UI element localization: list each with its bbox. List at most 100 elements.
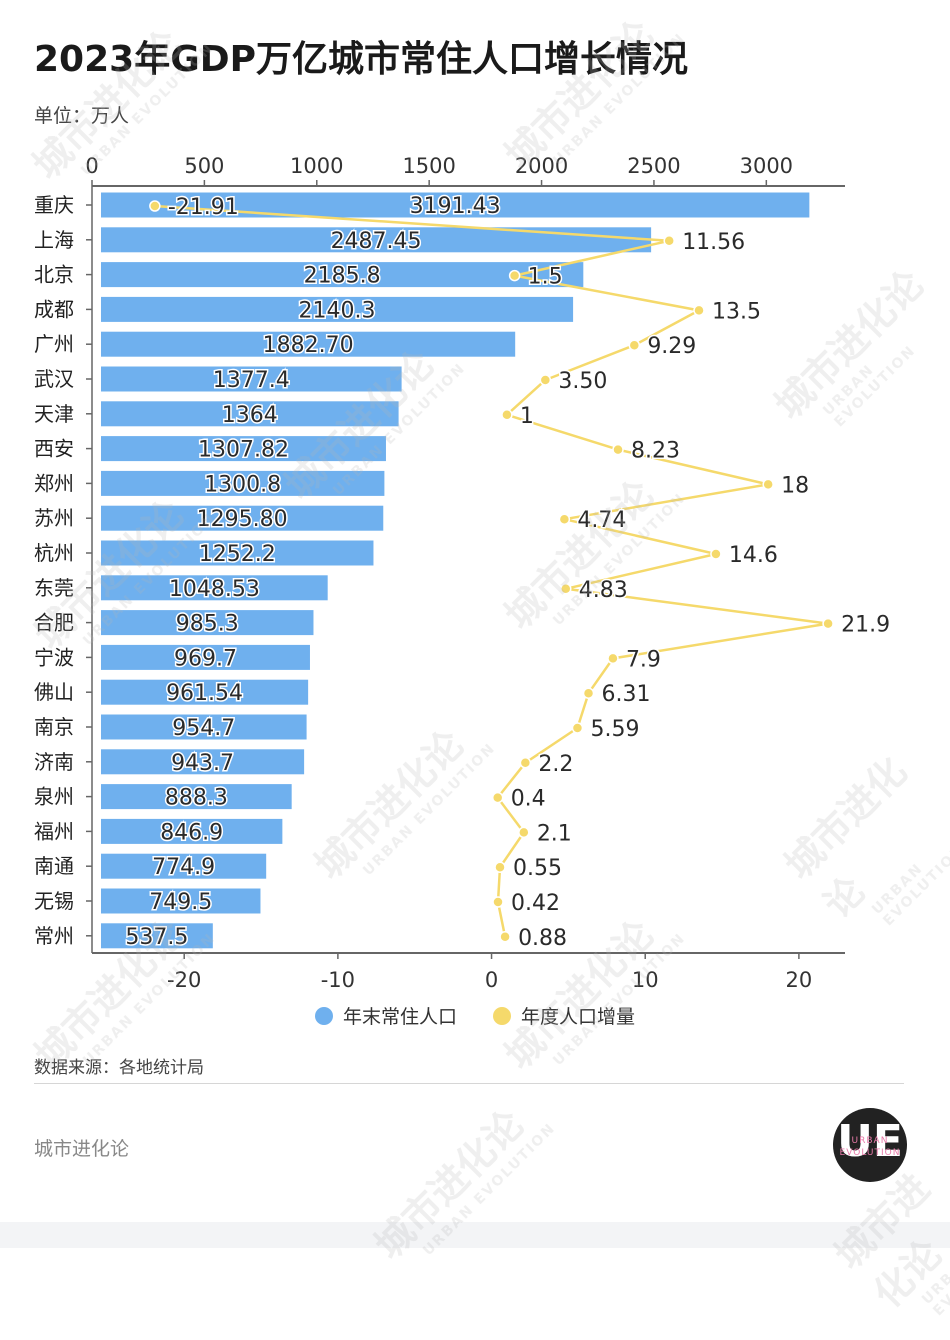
increase-point bbox=[571, 722, 584, 734]
category-label: 广州 bbox=[34, 332, 74, 356]
population-value-label: 3191.43 bbox=[410, 194, 501, 219]
increase-point bbox=[822, 617, 834, 630]
divider bbox=[34, 1083, 904, 1084]
legend-item-increase: 年度人口增量 bbox=[493, 1002, 635, 1029]
top-axis-tick-label: 2500 bbox=[627, 154, 680, 178]
population-value-label: 774.9 bbox=[152, 855, 215, 880]
population-bar bbox=[101, 784, 292, 810]
population-value-label: 1364 bbox=[222, 403, 278, 428]
population-value-label: 888.3 bbox=[165, 786, 228, 811]
population-chart: 0 500 1000 1500 2000 2500 3000 -20 -10 0 10 20 重庆上海北… bbox=[34, 154, 892, 992]
data-source: 数据来源：各地统计局 bbox=[34, 1058, 204, 1078]
increase-point bbox=[628, 339, 641, 351]
bottom-axis-tick-label: -20 bbox=[167, 968, 201, 992]
increase-value-label: 0.88 bbox=[518, 926, 567, 951]
logo-text-line2: EVOLUTION bbox=[839, 1148, 901, 1158]
population-bar bbox=[101, 401, 399, 427]
legend-label-population: 年末常住人口 bbox=[342, 1006, 457, 1028]
category-label: 重庆 bbox=[34, 193, 74, 217]
category-label: 东莞 bbox=[34, 576, 74, 600]
increase-point bbox=[501, 409, 513, 421]
bottom-axis-tick-label: 10 bbox=[632, 968, 659, 992]
increase-value-label: 7.9 bbox=[626, 647, 661, 672]
increase-point bbox=[492, 896, 504, 908]
increase-point bbox=[558, 513, 571, 525]
top-axis-tick-label: 3000 bbox=[740, 154, 793, 178]
increase-point bbox=[663, 235, 675, 247]
bottom-axis-tick-label: 20 bbox=[786, 968, 813, 992]
increase-value-label: 5.59 bbox=[590, 717, 639, 742]
category-label: 北京 bbox=[34, 263, 74, 287]
increase-value-label: 14.6 bbox=[729, 543, 778, 568]
population-bar bbox=[101, 436, 386, 462]
population-bar bbox=[101, 818, 283, 844]
category-label: 杭州 bbox=[34, 541, 74, 565]
population-bar bbox=[101, 296, 574, 322]
population-bar bbox=[101, 540, 374, 566]
legend: 年末常住人口 年度人口增量 bbox=[0, 1002, 950, 1029]
population-value-label: 537.5 bbox=[125, 925, 188, 950]
unit-label: 单位：万人 bbox=[34, 105, 130, 127]
population-value-label: 969.7 bbox=[174, 646, 237, 671]
category-label: 宁波 bbox=[34, 645, 74, 669]
category-label: 西安 bbox=[34, 437, 74, 461]
bottom-axis-tick-label: -10 bbox=[321, 968, 355, 992]
population-bar bbox=[101, 575, 328, 601]
increase-value-label: 13.5 bbox=[712, 299, 761, 324]
population-bar bbox=[101, 888, 261, 914]
bottom-axis-tick-label: 0 bbox=[485, 968, 498, 992]
increase-point bbox=[518, 826, 530, 839]
top-axis-tick-label: 1500 bbox=[402, 154, 455, 178]
population-bar bbox=[101, 644, 310, 670]
page-title: 2023年GDP万亿城市常住人口增长情况 bbox=[34, 39, 689, 80]
population-bar bbox=[101, 679, 309, 705]
increase-point bbox=[693, 304, 705, 317]
legend-item-population: 年末常住人口 bbox=[314, 1002, 457, 1029]
category-label: 佛山 bbox=[34, 680, 74, 704]
population-value-label: 954.7 bbox=[172, 716, 235, 741]
population-bar bbox=[101, 714, 307, 740]
increase-value-label: 11.56 bbox=[682, 230, 745, 255]
increase-value-label: 0.42 bbox=[511, 891, 560, 916]
category-label: 无锡 bbox=[34, 889, 74, 913]
increase-value-label: 6.31 bbox=[602, 682, 651, 707]
increase-value-label: -21.91 bbox=[168, 195, 239, 220]
increase-point bbox=[582, 687, 595, 699]
increase-value-label: 4.83 bbox=[579, 578, 628, 603]
legend-dot-yellow-icon bbox=[493, 1006, 511, 1025]
increase-value-label: 1 bbox=[520, 404, 534, 429]
population-value-label: 1882.70 bbox=[263, 333, 354, 358]
population-value-label: 943.7 bbox=[171, 751, 234, 776]
population-value-label: 1377.4 bbox=[213, 368, 290, 393]
logo-letters: UE bbox=[837, 1116, 903, 1167]
population-value-label: 1252.2 bbox=[199, 542, 276, 567]
category-label: 南通 bbox=[34, 854, 74, 878]
population-bar bbox=[101, 331, 516, 357]
category-label: 南京 bbox=[34, 715, 74, 739]
population-value-label: 1295.80 bbox=[197, 507, 288, 532]
watermark: 城市进化论 URBAN EVOLUTION bbox=[360, 1081, 559, 1280]
increase-value-label: 4.74 bbox=[577, 508, 626, 533]
increase-point bbox=[762, 478, 774, 491]
population-value-label: 846.9 bbox=[160, 820, 223, 845]
category-label: 泉州 bbox=[34, 785, 74, 809]
legend-dot-blue-icon bbox=[314, 1006, 333, 1025]
top-axis-tick-label: 500 bbox=[184, 154, 224, 178]
increase-point bbox=[494, 861, 506, 873]
increase-point bbox=[491, 791, 504, 804]
population-value-label: 2487.45 bbox=[331, 229, 422, 254]
category-label: 济南 bbox=[34, 750, 74, 774]
population-bar bbox=[101, 749, 305, 775]
population-value-label: 2185.8 bbox=[304, 264, 381, 289]
category-label: 苏州 bbox=[34, 506, 74, 530]
population-value-label: 1048.53 bbox=[169, 577, 260, 602]
category-label: 福州 bbox=[34, 819, 74, 843]
population-bar bbox=[101, 923, 213, 949]
population-value-label: 2140.3 bbox=[299, 298, 376, 323]
increase-point bbox=[560, 583, 572, 595]
increase-value-label: 2.1 bbox=[537, 821, 572, 846]
increase-value-label: 1.5 bbox=[528, 265, 563, 290]
legend-label-increase: 年度人口增量 bbox=[521, 1006, 636, 1028]
population-value-label: 749.5 bbox=[149, 890, 212, 915]
increase-point bbox=[539, 374, 552, 386]
